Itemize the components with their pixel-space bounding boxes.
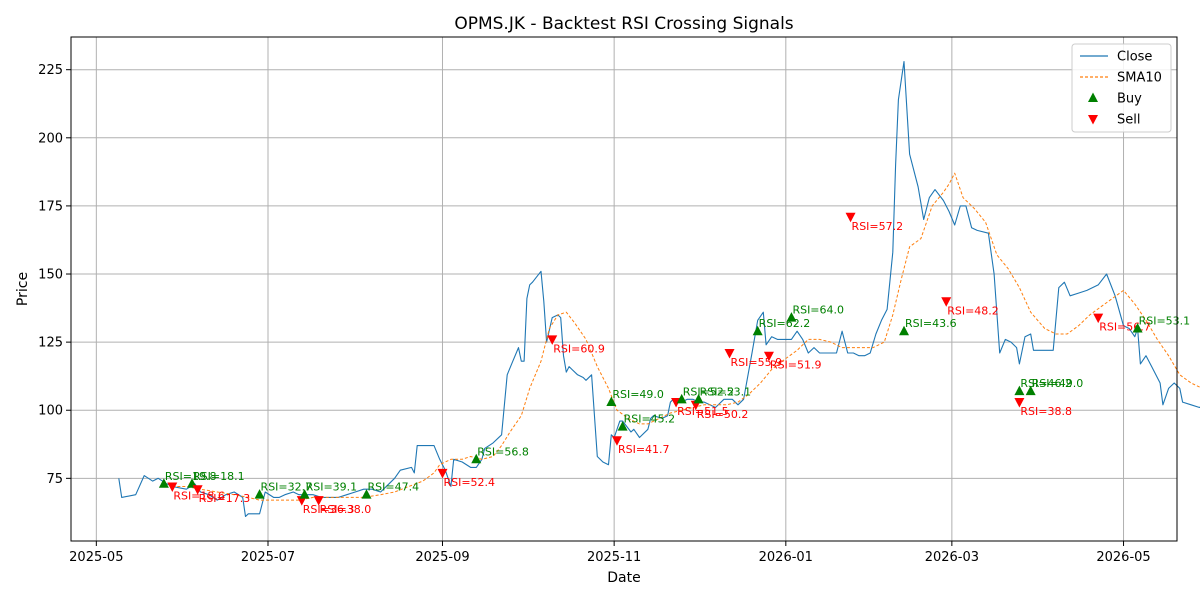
buy-label: RSI=56.8 <box>477 445 529 458</box>
buy-label: RSI=64.0 <box>792 304 844 317</box>
sell-label: RSI=50.2 <box>697 408 749 421</box>
sell-marker <box>192 485 203 495</box>
y-tick-label: 225 <box>38 63 63 78</box>
legend-label: Buy <box>1117 92 1142 107</box>
sell-label: RSI=48.2 <box>947 304 999 317</box>
buy-label: RSI=45.2 <box>624 413 676 426</box>
legend-sell-swatch <box>1088 115 1098 125</box>
close-line <box>118 60 1200 518</box>
sell-marker <box>941 297 952 307</box>
x-axis: 2025-05 2025-07 2025-09 2025-11 2026-01 2026-… <box>69 541 1151 565</box>
buy-marker <box>1132 323 1143 333</box>
y-tick-label: 100 <box>38 404 63 419</box>
buy-label: RSI=32.7 <box>261 481 313 494</box>
x-tick-label: 2025-11 <box>587 550 641 565</box>
sell-label: RSI=38.8 <box>1020 405 1072 418</box>
buy-marker <box>1014 385 1025 396</box>
buy-label: RSI=43.6 <box>905 317 957 330</box>
buy-marker <box>617 421 628 431</box>
buy-label: RSI=18.1 <box>193 470 245 483</box>
sell-marker <box>167 482 178 493</box>
sell-marker <box>313 496 324 506</box>
buy-marker <box>158 478 169 488</box>
sell-label: RSI=36.3 <box>303 503 355 516</box>
sell-label: RSI=52.4 <box>443 476 495 489</box>
sell-marker <box>724 349 735 359</box>
plot-frame <box>70 36 1178 542</box>
x-tick-label: 2026-05 <box>1096 550 1150 565</box>
sell-label: RSI=38.0 <box>320 503 372 516</box>
buy-marker <box>676 393 687 404</box>
sell-marker <box>763 351 774 362</box>
buy-label: RSI=52.2 <box>683 385 735 398</box>
y-axis: 75 100 125 150 175 200 225 <box>38 63 71 487</box>
x-tick-label: 2025-09 <box>415 550 469 565</box>
legend: Close SMA10 Buy Sell <box>1071 43 1172 133</box>
sell-label: RSI=17.3 <box>199 492 251 505</box>
legend-box <box>1071 43 1172 133</box>
buy-label: RSI=49.0 <box>612 388 664 401</box>
y-axis-label: Price <box>15 272 31 306</box>
buy-marker <box>606 396 617 407</box>
buy-label: RSI=47.4 <box>367 481 419 494</box>
y-tick-label: 150 <box>38 268 63 283</box>
buy-label: RSI=19.8 <box>165 470 217 483</box>
buy-label: RSI=53.1 <box>700 385 752 398</box>
legend-label: Close <box>1117 50 1152 65</box>
sma10-line <box>172 172 1200 501</box>
sell-marker <box>845 212 856 223</box>
x-tick-label: 2026-01 <box>759 550 813 565</box>
buy-marker <box>299 489 310 499</box>
x-tick-label: 2025-05 <box>69 550 123 565</box>
y-tick-label: 75 <box>46 472 63 487</box>
sell-marker <box>611 436 622 446</box>
y-tick-label: 175 <box>38 199 63 214</box>
sell-label: RSI=18.6 <box>173 490 225 503</box>
sell-marker <box>1093 313 1104 324</box>
legend-label: SMA10 <box>1117 71 1162 86</box>
buy-label: RSI=39.1 <box>306 481 358 494</box>
sell-label: RSI=57.2 <box>852 220 904 233</box>
buy-marker <box>786 312 797 322</box>
buy-marker <box>361 489 372 499</box>
plot-area: RSI=19.8 RSI=18.6 RSI=18.1 RSI=17.3 RSI=32.7… <box>118 60 1200 518</box>
buy-marker <box>899 325 910 336</box>
grid-lines <box>71 37 1177 541</box>
buy-marker <box>471 453 482 464</box>
sell-label: RSI=60.9 <box>553 342 605 355</box>
legend-label: Sell <box>1117 113 1140 128</box>
y-tick-label: 200 <box>38 131 63 146</box>
buy-marker <box>693 393 704 404</box>
buy-marker <box>254 489 265 499</box>
buy-label: RSI=62.2 <box>759 317 811 330</box>
sell-label: RSI=41.7 <box>618 443 670 456</box>
x-tick-label: 2025-07 <box>241 550 295 565</box>
buy-label: RSI=46.2 <box>1020 377 1072 390</box>
sell-marker <box>547 335 558 345</box>
sell-marker <box>1014 398 1025 408</box>
legend-buy-swatch <box>1088 92 1098 102</box>
sell-marker <box>437 468 448 479</box>
sell-label: RSI=51.5 <box>677 405 729 418</box>
buy-marker <box>752 325 763 336</box>
sell-label: RSI=51.9 <box>770 359 822 372</box>
buy-label: RSI=53.1 <box>1139 315 1191 328</box>
x-axis-label: Date <box>607 570 640 586</box>
chart-title: OPMS.JK - Backtest RSI Crossing Signals <box>454 14 793 34</box>
y-tick-label: 125 <box>38 336 63 351</box>
x-tick-label: 2026-03 <box>925 550 979 565</box>
buy-label: RSI=49.0 <box>1032 377 1084 390</box>
buy-marker <box>1025 385 1036 396</box>
